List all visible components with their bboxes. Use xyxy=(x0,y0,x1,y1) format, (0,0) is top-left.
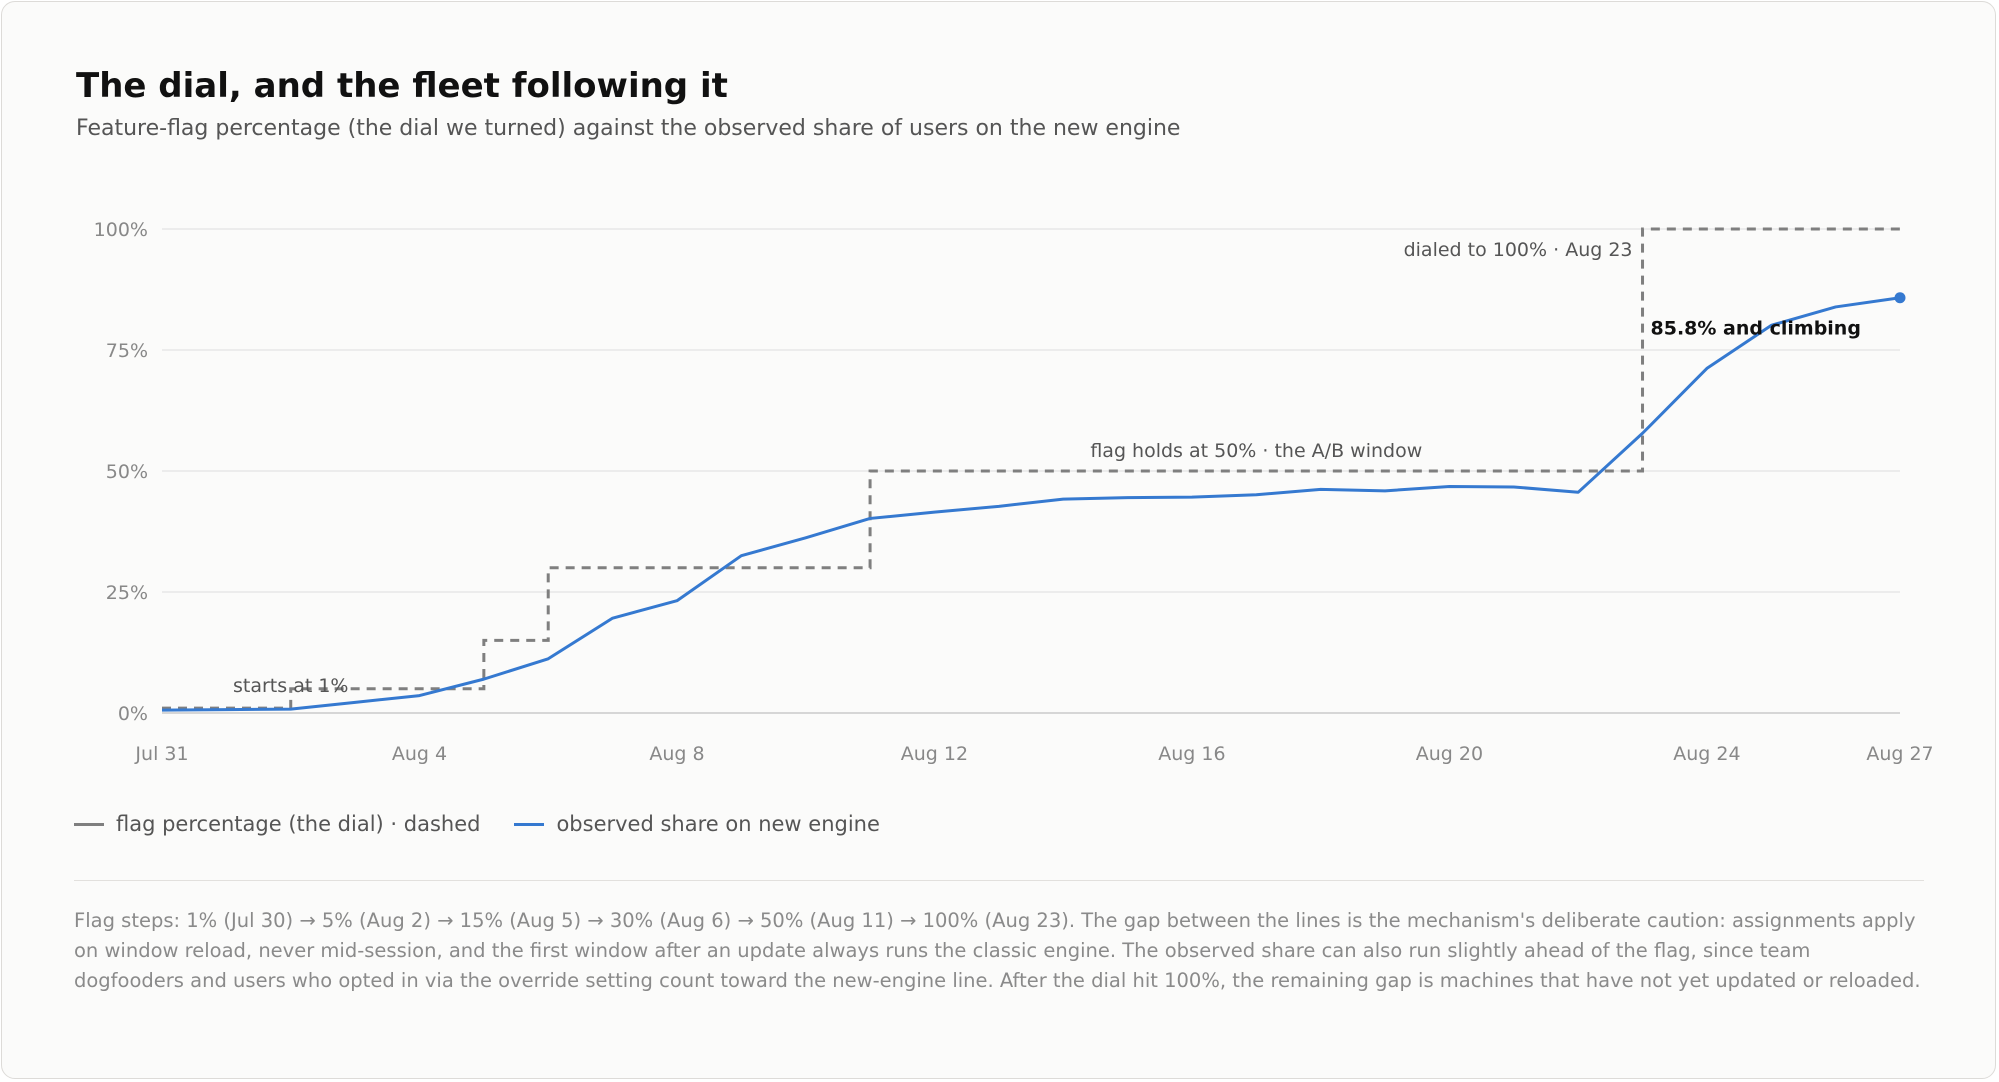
series-endpoint-observed xyxy=(1894,292,1906,304)
y-axis-ticks: 0% 25% 50% 75% 100% xyxy=(94,219,148,725)
legend-item-observed: observed share on new engine xyxy=(514,812,880,836)
legend: flag percentage (the dial) · dashed obse… xyxy=(74,812,914,836)
y-tick-label: 100% xyxy=(94,219,148,241)
x-tick-label: Aug 4 xyxy=(392,743,447,765)
x-tick-label: Aug 27 xyxy=(1866,743,1933,765)
y-tick-label: 75% xyxy=(106,340,148,362)
footnote: Flag steps: 1% (Jul 30) → 5% (Aug 2) → 1… xyxy=(74,909,1921,992)
legend-label-observed: observed share on new engine xyxy=(556,812,880,836)
x-tick-label: Aug 8 xyxy=(649,743,704,765)
chart-subtitle: Feature-flag percentage (the dial we tur… xyxy=(76,116,1181,141)
legend-item-flag: flag percentage (the dial) · dashed xyxy=(74,812,480,836)
chart-title: The dial, and the fleet following it xyxy=(76,66,728,106)
x-tick-label: Jul 31 xyxy=(134,743,188,765)
x-tick-label: Aug 24 xyxy=(1673,743,1740,765)
x-tick-label: Aug 16 xyxy=(1158,743,1225,765)
annotations: starts at 1% flag holds at 50% · the A/B … xyxy=(233,239,1861,697)
annotation: dialed to 100% · Aug 23 xyxy=(1404,239,1633,261)
annotation: starts at 1% xyxy=(233,675,348,697)
x-tick-label: Aug 12 xyxy=(901,743,968,765)
legend-swatch-flag xyxy=(74,822,104,826)
legend-label-flag: flag percentage (the dial) · dashed xyxy=(116,812,481,836)
divider xyxy=(74,880,1924,881)
series xyxy=(161,227,1906,712)
y-tick-label: 0% xyxy=(118,703,148,725)
series-line-observed xyxy=(161,296,1901,712)
line-chart: 0% 25% 50% 75% 100% Jul 31 Aug 4 Aug 8 Aug 12 Au… xyxy=(94,219,1934,765)
annotation: flag holds at 50% · the A/B window xyxy=(1090,440,1422,462)
y-tick-label: 50% xyxy=(106,461,148,483)
legend-swatch-observed xyxy=(514,822,545,826)
x-tick-label: Aug 20 xyxy=(1416,743,1483,765)
x-axis-ticks: Jul 31 Aug 4 Aug 8 Aug 12 Aug 16 Aug 20 Aug 24… xyxy=(134,743,1933,765)
annotation: 85.8% and climbing xyxy=(1651,318,1861,340)
series-line-flag xyxy=(162,227,1900,710)
y-tick-label: 25% xyxy=(106,582,148,604)
